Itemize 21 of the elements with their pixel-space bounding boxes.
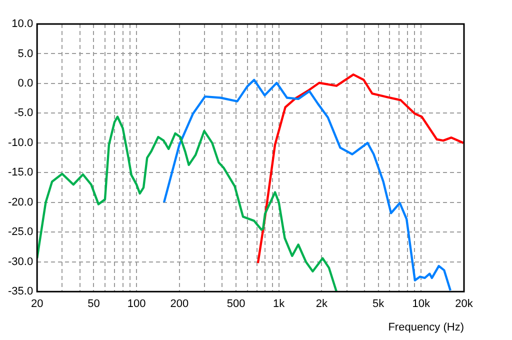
- y-tick-label: -10.0: [8, 136, 34, 149]
- x-tick-label: 1k: [273, 298, 286, 310]
- x-tick-label: 200: [170, 298, 189, 310]
- y-tick-label: -35.0: [8, 286, 34, 298]
- y-tick-label: 5.0: [18, 48, 34, 60]
- x-tick-label: 20k: [455, 298, 474, 310]
- x-tick-label: 100: [127, 298, 146, 310]
- y-tick-label: -5.0: [14, 107, 34, 120]
- x-tick-label: 500: [226, 298, 246, 310]
- y-tick-label: -25.0: [8, 226, 34, 238]
- x-tick-label: 2k: [316, 298, 328, 310]
- x-tick-label: 5k: [372, 298, 385, 310]
- y-tick-label: -30.0: [8, 256, 34, 268]
- x-tick-label: 20: [30, 298, 44, 310]
- y-tick-label: 0.0: [18, 78, 34, 90]
- x-tick-label: 10k: [412, 298, 431, 310]
- x-axis-title: Frequency (Hz): [388, 321, 464, 334]
- x-tick-label: 50: [88, 298, 100, 310]
- y-tick-label: 10.0: [12, 18, 34, 30]
- y-tick-label: -20.0: [8, 196, 34, 208]
- y-tick-label: -15.0: [8, 166, 34, 179]
